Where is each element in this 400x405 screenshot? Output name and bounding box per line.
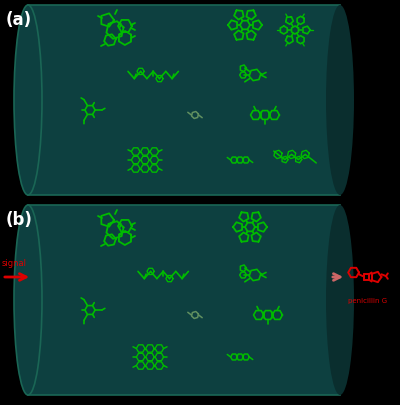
Ellipse shape: [14, 6, 42, 196]
Bar: [28, 205, 340, 395]
Text: penicillin G: penicillin G: [348, 297, 388, 303]
Ellipse shape: [326, 6, 354, 196]
Ellipse shape: [14, 205, 42, 395]
Bar: [28, 6, 340, 196]
Ellipse shape: [326, 205, 354, 395]
Text: (a): (a): [6, 11, 32, 29]
Text: signal: signal: [2, 258, 27, 267]
Text: (b): (b): [6, 211, 33, 228]
